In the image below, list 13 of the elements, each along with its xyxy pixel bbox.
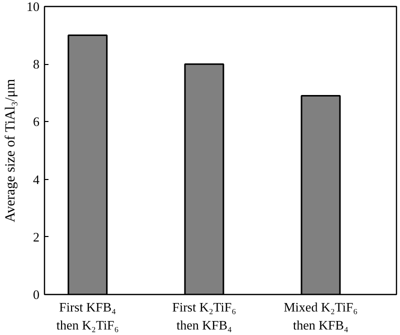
y-tick-label: 0 bbox=[33, 287, 40, 302]
x-tick-label: First K₂TiF₆ then KFB₄ bbox=[172, 300, 236, 332]
bar bbox=[184, 63, 224, 294]
y-axis-title: Average size of TiAl₃/μm bbox=[4, 78, 18, 222]
y-tick-label: 8 bbox=[33, 56, 40, 72]
y-tick-label: 10 bbox=[26, 0, 40, 14]
bar bbox=[300, 95, 341, 294]
x-tick-label: First KFB₄ then K₂TiF₆ bbox=[56, 300, 119, 332]
bar bbox=[68, 34, 108, 294]
x-tick-label: Mixed K₂TiF₆ then KFB₄ bbox=[284, 300, 358, 332]
y-tick-label: 4 bbox=[33, 172, 40, 187]
y-tick-label: 6 bbox=[33, 114, 40, 130]
y-tick-label: 2 bbox=[33, 229, 40, 244]
